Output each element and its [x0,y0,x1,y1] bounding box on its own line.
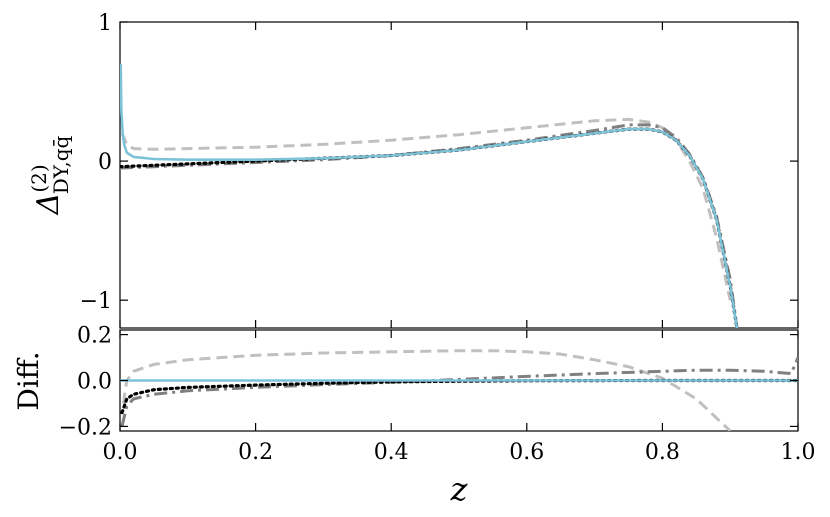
x-tick-label: 1.0 [781,440,816,465]
x-axis-label: z [450,470,469,508]
x-tick-label: 0.4 [374,440,409,465]
main-plot-frame [119,21,799,329]
main-y-tick-label: −1 [80,289,112,314]
x-tick-label: 0.2 [238,440,273,465]
main-series-dashdot-line [120,123,739,328]
main-y-tick-label: 0 [98,150,112,175]
main-y-axis-label: Δ(2)DY,qq̄ [27,135,73,215]
main-y-tick-label: 1 [98,11,112,36]
diff-series-dashdot-line [120,356,798,427]
x-tick-label: 0.0 [103,440,138,465]
diff-y-tick-label: −0.2 [59,415,112,440]
diff-panel: 0.20.0−0.20.0 0.2 0.4 0.6 0.8 1.0 [59,324,816,465]
x-tick-label: 0.6 [509,440,544,465]
main-panel: 1 0 −1 [80,11,799,329]
diff-series-dotted-line [120,378,798,415]
main-series-dashed-line [120,117,732,301]
diff-y-tick-label: 0.2 [77,324,112,349]
diff-y-tick-label: 0.0 [77,370,112,395]
diff-y-axis-label: Diff. [12,351,45,410]
x-tick-label: 0.8 [645,440,680,465]
main-series-solid-line [120,63,739,328]
diff-series-dashed-line [121,349,732,431]
